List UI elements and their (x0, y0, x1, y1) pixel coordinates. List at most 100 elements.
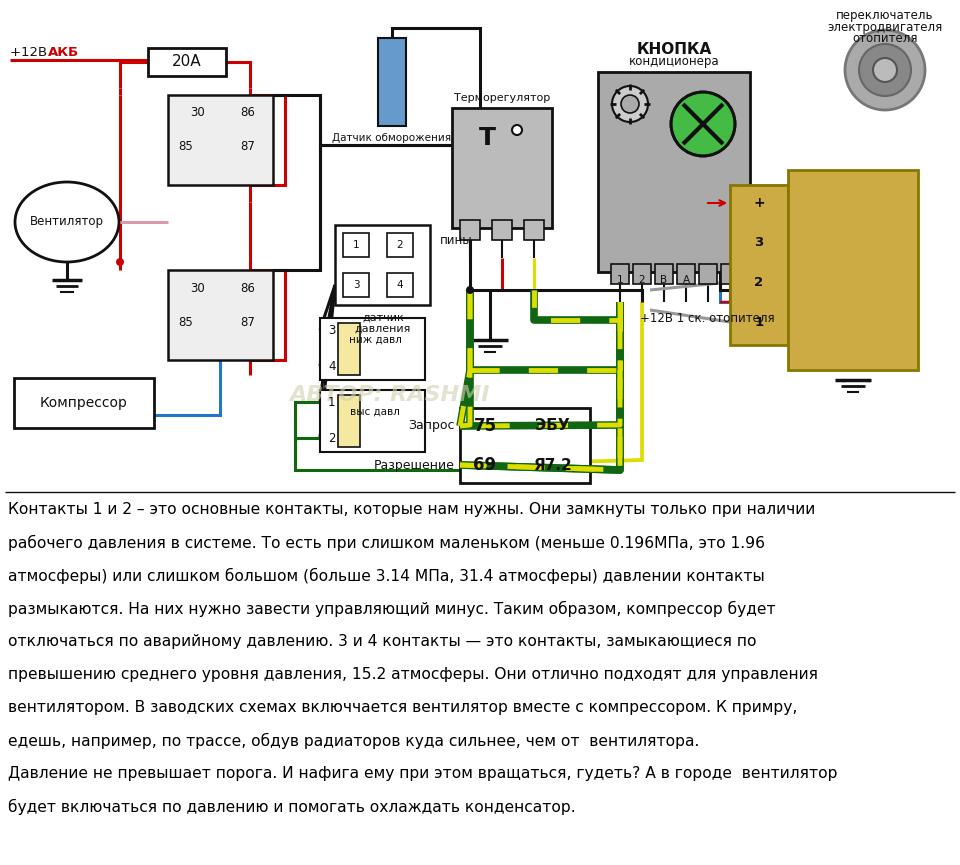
Text: Контакты 1 и 2 – это основные контакты, которые нам нужны. Они замкнуты только п: Контакты 1 и 2 – это основные контакты, … (8, 502, 815, 517)
Text: Вентилятор: Вентилятор (30, 215, 104, 228)
Text: 85: 85 (179, 140, 193, 153)
Bar (492, 220, 512, 240)
Text: +12В: +12В (10, 46, 52, 59)
Bar (677, 264, 695, 284)
Text: выс давл: выс давл (350, 407, 400, 417)
Text: ниж давл: ниж давл (348, 335, 401, 345)
Text: 2: 2 (638, 275, 645, 285)
Bar (721, 264, 739, 284)
Text: 4: 4 (328, 360, 335, 373)
Text: 2: 2 (755, 275, 763, 289)
Text: 1: 1 (352, 240, 359, 250)
Text: рабочего давления в системе. То есть при слишком маленьком (меньше 0.196МПа, это: рабочего давления в системе. То есть при… (8, 535, 765, 551)
Text: 30: 30 (191, 106, 205, 119)
Circle shape (671, 92, 735, 156)
Text: 86: 86 (241, 281, 255, 294)
Bar (611, 264, 629, 284)
Bar (387, 273, 413, 297)
Circle shape (116, 258, 124, 266)
Text: будет включаться по давлению и помогать охлаждать конденсатор.: будет включаться по давлению и помогать … (8, 799, 576, 815)
Bar (335, 225, 430, 305)
Bar (699, 264, 717, 284)
Text: +: + (754, 196, 765, 210)
Bar (452, 108, 552, 228)
Bar (320, 390, 425, 452)
Text: 3: 3 (328, 324, 335, 336)
Text: +12В 1 ск. отопителя: +12В 1 ск. отопителя (640, 311, 775, 324)
Text: -: - (866, 376, 871, 390)
Circle shape (845, 30, 925, 110)
Circle shape (859, 44, 911, 96)
Bar (338, 395, 360, 447)
Text: размыкаются. На них нужно завести управляющий минус. Таким образом, компрессор б: размыкаются. На них нужно завести управл… (8, 601, 776, 617)
Bar (168, 270, 273, 360)
Text: 1: 1 (616, 275, 623, 285)
Text: 2: 2 (396, 240, 403, 250)
Bar (168, 95, 273, 185)
Text: 87: 87 (241, 316, 255, 329)
Text: 1: 1 (328, 395, 335, 408)
Bar (460, 408, 590, 483)
Bar (338, 323, 360, 375)
Text: Терморегулятор: Терморегулятор (454, 93, 550, 103)
Text: 69: 69 (473, 456, 496, 474)
Text: 30: 30 (191, 281, 205, 294)
Text: 75: 75 (473, 417, 496, 435)
Text: отопителя: отопителя (852, 33, 918, 46)
Text: датчик: датчик (362, 313, 404, 323)
Text: 86: 86 (241, 106, 255, 119)
Text: едешь, например, по трассе, обдув радиаторов куда сильнее, чем от  вентилятора.: едешь, например, по трассе, обдув радиат… (8, 733, 700, 749)
Text: T: T (478, 126, 495, 150)
Text: АКБ: АКБ (48, 46, 79, 59)
Text: Датчик обморожения: Датчик обморожения (332, 133, 451, 143)
Circle shape (873, 58, 897, 82)
Text: КНОПКА: КНОПКА (636, 42, 711, 57)
Text: 20А: 20А (172, 54, 202, 69)
Text: 87: 87 (241, 140, 255, 153)
Bar (387, 233, 413, 257)
Bar (633, 264, 651, 284)
Text: 3: 3 (352, 280, 359, 290)
Text: -: - (841, 376, 846, 390)
Bar (343, 233, 369, 257)
Bar (148, 48, 226, 76)
Text: 4: 4 (396, 280, 403, 290)
Bar (460, 220, 480, 240)
Text: 85: 85 (179, 316, 193, 329)
Text: В: В (660, 275, 667, 285)
Bar (320, 318, 425, 380)
Circle shape (612, 86, 648, 122)
Text: 1: 1 (755, 316, 763, 329)
Circle shape (512, 125, 522, 135)
Circle shape (621, 95, 639, 113)
Text: 2: 2 (328, 432, 335, 445)
Text: вентилятором. В заводских схемах включчается вентилятор вместе с компрессором. К: вентилятором. В заводских схемах включча… (8, 700, 798, 715)
Text: Давление не превышает порога. И нафига ему при этом вращаться, гудеть? А в город: Давление не превышает порога. И нафига е… (8, 766, 837, 781)
Bar (524, 220, 544, 240)
Text: превышению среднего уровня давления, 15.2 атмосферы. Они отлично подходят для уп: превышению среднего уровня давления, 15.… (8, 667, 818, 682)
Text: атмосферы) или слишком большом (больше 3.14 МПа, 31.4 атмосферы) давлении контак: атмосферы) или слишком большом (больше 3… (8, 568, 765, 584)
Bar (343, 273, 369, 297)
Text: Компрессор: Компрессор (40, 396, 128, 410)
Text: А: А (683, 275, 689, 285)
Text: давления: давления (355, 324, 411, 334)
Text: отключаться по аварийному давлению. 3 и 4 контакты — это контакты, замыкающиеся : отключаться по аварийному давлению. 3 и … (8, 634, 756, 649)
Text: Запрос: Запрос (409, 420, 455, 432)
Text: 3: 3 (755, 235, 763, 248)
Bar (788, 170, 918, 370)
Text: электродвигателя: электродвигателя (828, 21, 943, 34)
Bar (598, 72, 750, 272)
Text: переключатель: переключатель (836, 9, 934, 22)
Bar (14, 378, 154, 428)
Circle shape (466, 286, 474, 294)
Bar (730, 185, 788, 345)
Bar (378, 38, 406, 126)
Text: ЭБУ: ЭБУ (535, 419, 569, 433)
Text: Я7.2: Я7.2 (533, 458, 571, 472)
Text: пины: пины (440, 234, 472, 247)
Text: кондиционера: кондиционера (629, 55, 719, 68)
Bar (655, 264, 673, 284)
Text: АВТОР: RASHMI: АВТОР: RASHMI (290, 385, 491, 405)
Text: Разрешение: Разрешение (374, 458, 455, 471)
Ellipse shape (15, 182, 119, 262)
